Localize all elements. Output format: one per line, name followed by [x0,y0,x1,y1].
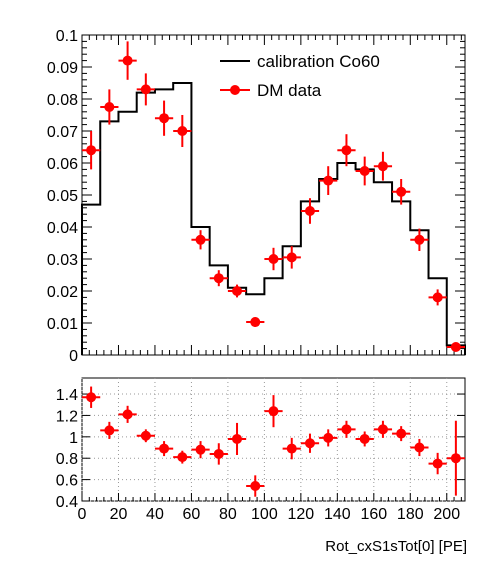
x-tick-label: 40 [146,506,164,523]
ratio-point [159,444,169,454]
ratio-point [414,443,424,453]
legend-label-dm: DM data [257,81,322,100]
y-tick-label: 1.4 [56,387,78,404]
ratio-point [250,481,260,491]
dm-data-point [196,235,206,245]
y-tick-label: 1 [69,430,78,447]
y-tick-label: 0.05 [47,188,78,205]
x-tick-label: 100 [251,506,278,523]
dm-data-point [177,126,187,136]
ratio-point [86,392,96,402]
dm-data-point [104,102,114,112]
ratio-point [378,424,388,434]
y-tick-label: 0.06 [47,156,78,173]
dm-data-point [305,206,315,216]
ratio-point [341,424,351,434]
dm-data-point [451,342,461,352]
x-tick-label: 160 [360,506,387,523]
calibration-histogram [82,83,465,355]
bottom-ticks: 0 20 40 60 80 100 120 140 160 180 200 0.4 0.6 0.8 1 1.2… [56,387,465,523]
y-tick-label: 0.01 [47,316,78,333]
dm-data-point [414,235,424,245]
dm-data-point [269,254,279,264]
x-tick-label: 80 [219,506,237,523]
dm-data-point [433,292,443,302]
x-tick-label: 180 [397,506,424,523]
y-tick-label: 0.07 [47,124,78,141]
ratio-point [196,445,206,455]
ratio-point [269,406,279,416]
dm-data-point [123,56,133,66]
y-tick-label: 0.09 [47,60,78,77]
dm-data-point [287,252,297,262]
dm-data-point [232,286,242,296]
y-tick-label: 0.4 [56,494,78,511]
y-tick-label: 0.6 [56,473,78,490]
ratio-point [360,434,370,444]
dm-data-point [250,317,260,327]
calibration-step-line [82,83,465,355]
ratio-point [305,438,315,448]
y-tick-label: 1.2 [56,408,78,425]
dm-data-point [141,84,151,94]
dm-data-point [396,187,406,197]
y-tick-label: 0.04 [47,220,78,237]
ratio-point [451,453,461,463]
x-tick-label: 60 [183,506,201,523]
x-tick-label: 0 [78,506,87,523]
ratio-point [104,425,114,435]
top-panel: 0 0.01 0.02 0.03 0.04 0.05 0.06 0.07 0.08 0.09 0.1… [47,28,465,365]
x-axis-title: Rot_cxS1sTot[0] [PE] [325,538,467,555]
x-tick-label: 140 [324,506,351,523]
dm-data-point [323,176,333,186]
ratio-point [396,429,406,439]
dm-data-point [360,166,370,176]
x-tick-label: 200 [433,506,460,523]
dm-data-point [378,161,388,171]
ratio-point [214,449,224,459]
ratio-point [141,431,151,441]
x-tick-label: 120 [288,506,315,523]
x-tick-label: 20 [110,506,128,523]
dm-data-point [214,273,224,283]
y-tick-label: 0 [69,348,78,365]
legend-label-calibration: calibration Co60 [257,52,380,71]
dm-data-point [159,113,169,123]
ratio-points [82,387,465,497]
ratio-point [433,459,443,469]
y-tick-label: 0.03 [47,252,78,269]
ratio-point [323,433,333,443]
legend-marker-point [230,85,240,95]
ratio-point [287,444,297,454]
y-tick-label: 0.02 [47,284,78,301]
ratio-point [232,434,242,444]
bottom-panel: 0 20 40 60 80 100 120 140 160 180 200 0.4 0.6 0.8 1 1.2… [56,378,467,555]
legend: calibration Co60 DM data [220,52,380,100]
dm-data-point [341,145,351,155]
y-tick-label: 0.08 [47,92,78,109]
ratio-point [177,452,187,462]
y-tick-label: 0.1 [56,28,78,45]
dm-data-point [86,145,96,155]
ratio-point [123,409,133,419]
y-tick-label: 0.8 [56,451,78,468]
